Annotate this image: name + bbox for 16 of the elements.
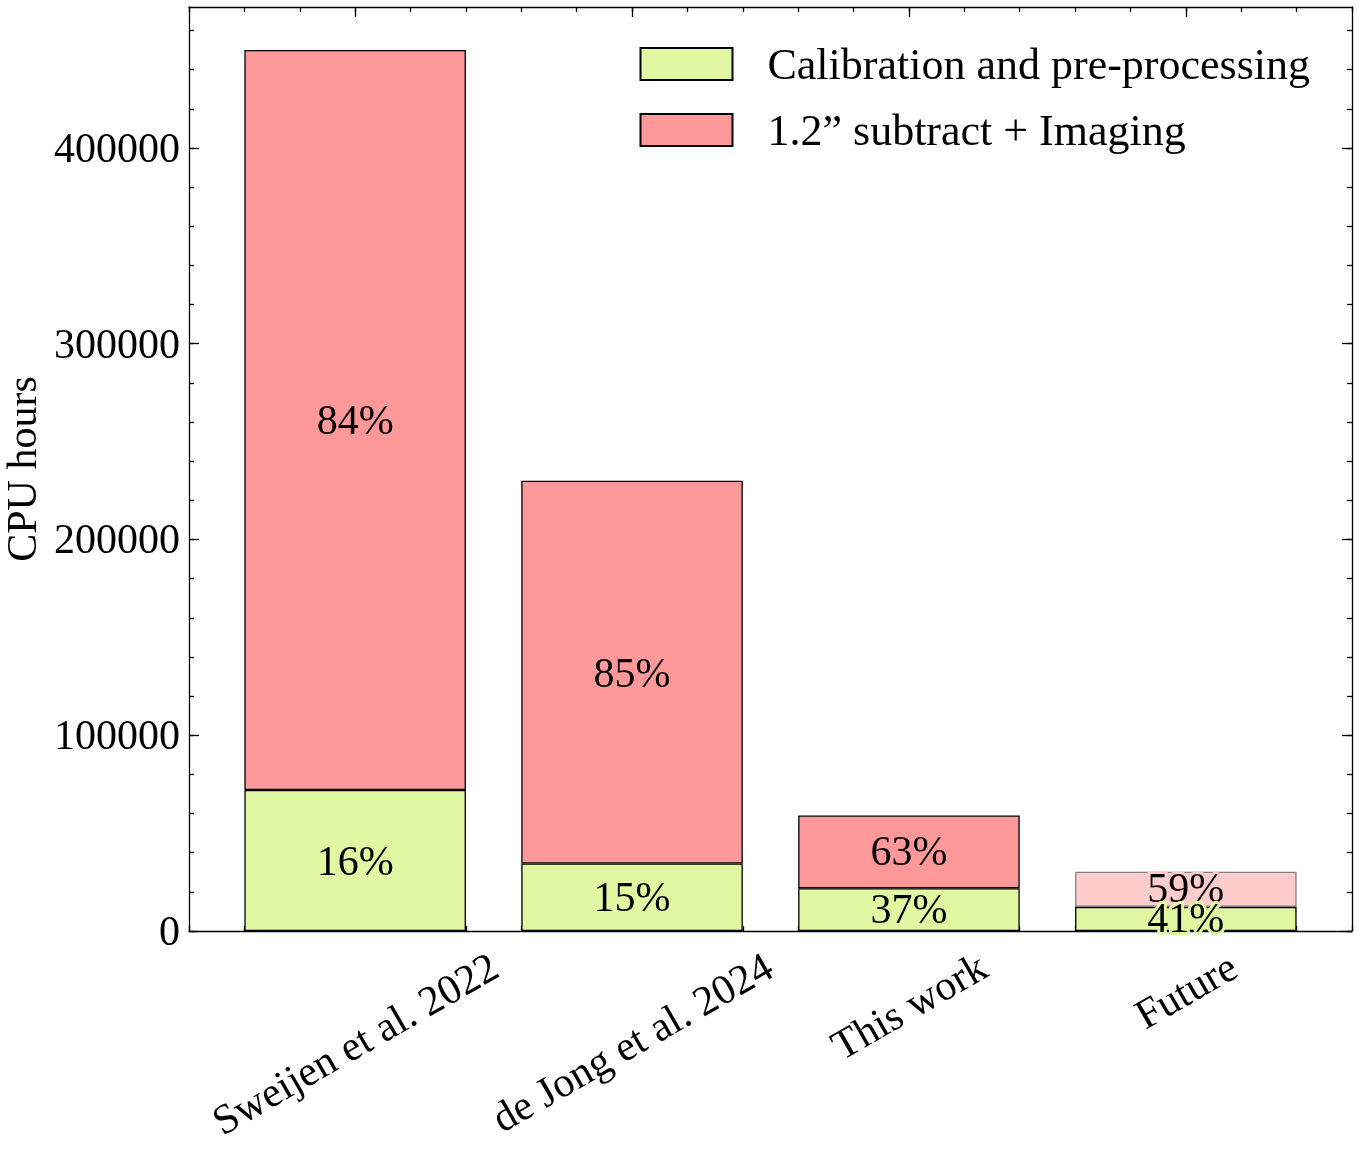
annotation: 37% bbox=[870, 886, 948, 933]
annotation: 16% bbox=[316, 837, 394, 884]
y-tick-label: 400000 bbox=[54, 124, 180, 171]
legend-label: 1.2” subtract + Imaging bbox=[767, 105, 1186, 155]
annotation: 84% bbox=[316, 397, 394, 444]
y-axis-title: CPU hours bbox=[0, 376, 46, 562]
y-tick-label: 0 bbox=[159, 908, 180, 954]
legend-label: Calibration and pre-processing bbox=[767, 39, 1311, 89]
x-tick-label: This work bbox=[823, 943, 995, 1069]
annotation: 85% bbox=[593, 649, 671, 696]
x-tick-label: Future bbox=[1126, 943, 1245, 1038]
annotation: 63% bbox=[870, 827, 948, 874]
annotation: 15% bbox=[593, 873, 671, 920]
y-tick-label: 300000 bbox=[54, 320, 180, 367]
y-tick-label: 200000 bbox=[54, 516, 180, 563]
y-tick-label: 100000 bbox=[54, 712, 180, 759]
